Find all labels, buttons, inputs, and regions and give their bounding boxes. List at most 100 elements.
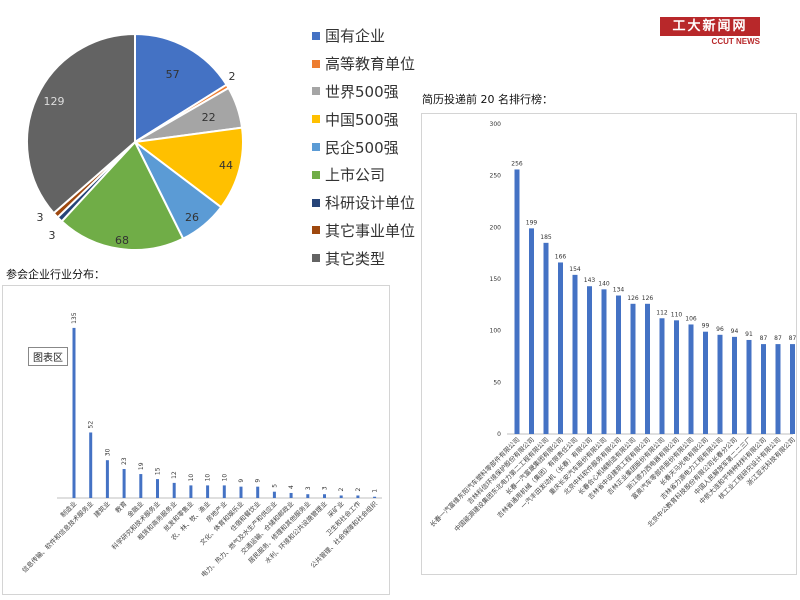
pie-legend-item-2: 高等教育单位 [312,50,442,78]
ranking-y-tick-7: 300 [490,121,502,128]
ranking-bar-16 [732,336,737,434]
ranking-y-tick-2: 50 [493,379,501,386]
pie-legend-label-8: 其它事业单位 [325,221,416,240]
ranking-bar-chart: 050100150200250300256长春一汽富维东阳汽车塑料零部件有限公司… [428,121,797,533]
industry-value-label-18: 2 [355,487,362,491]
ranking-value-label-1: 256 [511,160,523,167]
industry-category-label-2: 信息传输、软件和信息技术服务业 [20,499,96,575]
ranking-bar-12 [674,320,679,434]
ranking-section-title: 简历投递前 20 名排行榜： [422,93,553,106]
ranking-value-label-16: 94 [731,328,739,335]
ranking-value-label-18: 87 [760,335,768,342]
pie-slice-6 [60,140,185,251]
pie-legend-label-9: 其它类型 [325,249,386,268]
ranking-bar-1 [514,169,520,434]
industry-chart-frame[interactable] [2,285,390,595]
ranking-y-tick-5: 200 [490,224,502,231]
industry-bar-6 [156,479,159,498]
industry-section-title: 参会企业行业分布： [6,268,105,281]
industry-bar-13 [272,491,276,498]
industry-bar-chart: 135制造业52信息传输、软件和信息技术服务业30建筑业23教育19金融业15科… [20,312,382,579]
industry-value-label-7: 12 [171,471,178,479]
industry-value-label-1: 135 [71,312,78,324]
pie-legend-swatch-7 [312,198,320,207]
pie-slice-label-5: 26 [185,211,199,224]
pie-slice-label-2: 2 [229,70,236,83]
pie-slice-label-4: 44 [219,159,233,172]
industry-value-label-16: 3 [322,486,329,490]
industry-value-label-9: 10 [205,474,212,482]
pie-legend-label-6: 上市公司 [325,166,386,185]
ranking-y-tick-1: 0 [497,431,501,438]
pie-legend-label-4: 中国500强 [325,110,399,129]
industry-value-label-10: 10 [221,474,228,482]
industry-value-label-4: 23 [121,457,128,465]
industry-bar-18 [356,495,360,498]
industry-bar-11 [239,486,243,498]
industry-value-label-6: 15 [155,467,162,475]
pie-legend-item-1: 国有企业 [312,22,442,50]
ranking-bar-13 [688,324,694,434]
ranking-bar-9 [630,303,636,434]
pie-legend-swatch-4 [312,115,320,124]
pie-legend-item-3: 世界500强 [312,78,442,106]
pie-legend-label-1: 国有企业 [325,27,386,46]
ranking-value-label-6: 143 [584,277,596,284]
pie-legend-item-4: 中国500强 [312,105,442,133]
ranking-y-tick-3: 100 [490,328,502,335]
pie-slice-1 [134,32,228,144]
industry-category-label-3: 建筑业 [92,499,113,520]
industry-value-label-3: 30 [104,448,111,456]
industry-value-label-11: 9 [238,479,245,483]
pie-legend-swatch-8 [312,226,320,235]
industry-bar-1 [72,327,76,498]
pie-legend-item-8: 其它事业单位 [312,217,442,245]
industry-value-label-17: 2 [338,487,345,491]
ranking-value-label-2: 199 [526,219,538,226]
pie-slice-label-3: 22 [202,111,216,124]
pie-legend-swatch-2 [312,59,320,68]
pie-slice-label-1: 57 [166,68,180,81]
industry-value-label-12: 9 [255,479,262,483]
industry-bar-19 [373,496,377,498]
ranking-bar-11 [659,318,665,434]
ranking-value-label-13: 106 [685,315,697,322]
ranking-bar-17 [746,339,752,434]
ranking-y-tick-4: 150 [490,276,502,283]
industry-bar-2 [89,432,93,498]
industry-value-label-5: 19 [138,462,145,470]
ranking-bar-5 [572,274,578,434]
ranking-value-label-17: 91 [745,331,753,338]
pie-legend-swatch-1 [312,31,320,40]
ranking-bar-20 [790,344,795,434]
industry-bar-16 [323,494,326,498]
ranking-value-label-5: 154 [569,266,581,273]
ranking-value-label-14: 99 [702,323,710,330]
industry-bar-9 [206,485,210,498]
industry-value-label-14: 4 [288,485,295,489]
pie-slice-label-8: 3 [37,211,44,224]
ranking-value-label-4: 166 [555,253,567,260]
ranking-bar-18 [761,344,766,434]
industry-bar-14 [289,492,293,498]
pie-legend-swatch-9 [312,254,320,263]
industry-bar-15 [306,494,310,498]
ranking-value-label-20: 87 [789,335,797,342]
pie-slice-4 [132,126,244,209]
ranking-bar-10 [645,303,650,434]
industry-bar-7 [172,482,176,498]
industry-bar-4 [122,469,126,498]
industry-bar-10 [222,485,226,498]
ranking-value-label-8: 134 [613,287,625,294]
ccut-news-logo: 工大新闻网 CCUT NEWS [660,17,760,47]
ranking-bar-19 [775,344,781,434]
ranking-bar-14 [703,331,708,434]
industry-value-label-19: 1 [372,489,379,493]
pie-legend-label-3: 世界500强 [325,82,399,101]
pie-legend-item-9: 其它类型 [312,244,442,272]
ranking-value-label-11: 112 [656,309,668,316]
ranking-bar-4 [558,262,563,434]
ranking-bar-3 [543,242,549,434]
industry-bar-3 [105,460,109,498]
